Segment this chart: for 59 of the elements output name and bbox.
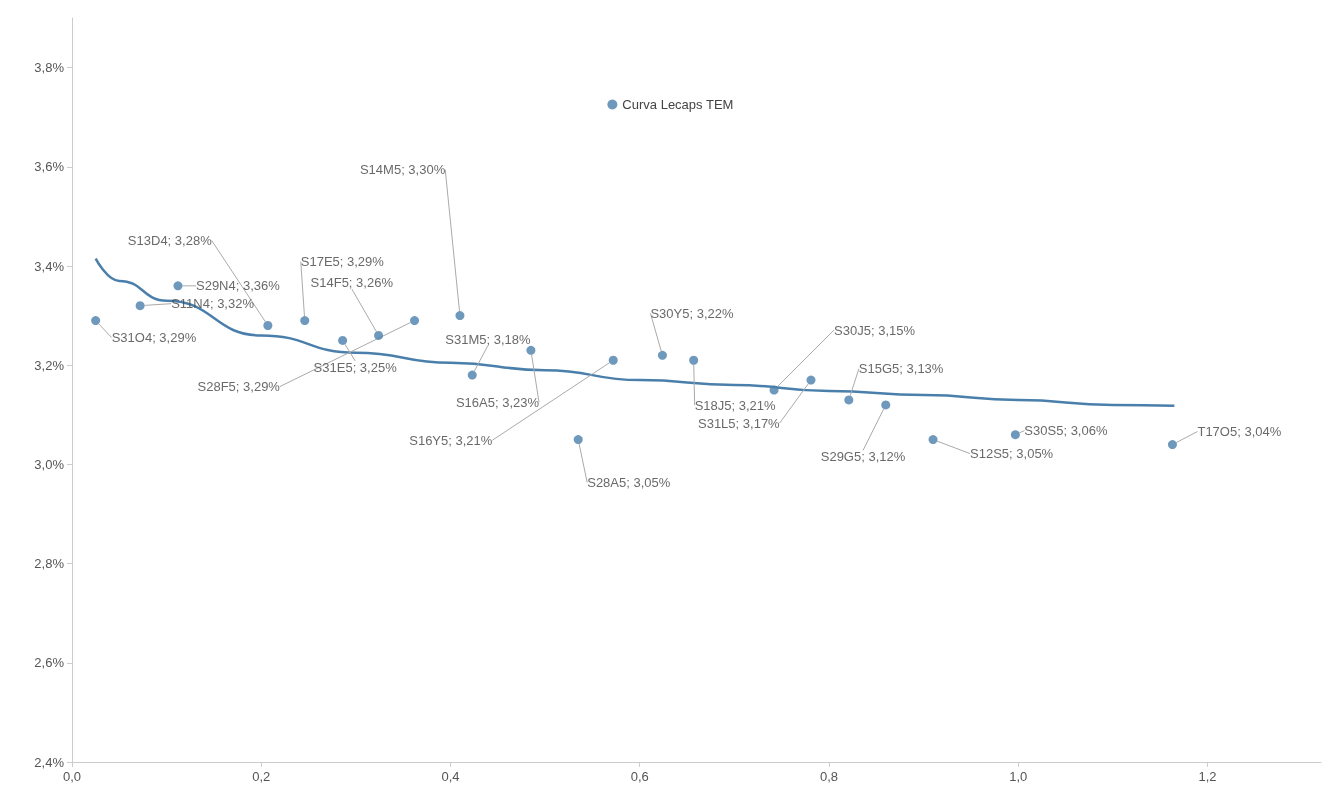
point — [689, 355, 699, 365]
point — [410, 316, 420, 326]
point — [135, 301, 145, 311]
point — [467, 370, 477, 380]
point — [928, 435, 938, 445]
point — [573, 435, 583, 445]
x-tick-label: 0,8 — [819, 769, 839, 784]
point — [374, 330, 384, 340]
data-label: S28F5; 3,29% — [197, 379, 281, 395]
data-label: S14M5; 3,30% — [359, 162, 446, 178]
x-tick-label: 1,2 — [1198, 769, 1217, 784]
y-tick-label: 2,6% — [34, 655, 65, 671]
x-tick-label: 0,6 — [630, 769, 649, 784]
point — [1167, 440, 1177, 450]
data-label: S14F5; 3,26% — [310, 274, 394, 290]
x-tick-label: 1,0 — [1009, 769, 1028, 784]
y-tick-label: 2,4% — [34, 754, 65, 770]
data-label: S31E5; 3,25% — [313, 359, 398, 375]
point — [806, 375, 816, 385]
data-label: S16A5; 3,23% — [455, 394, 540, 410]
data-label: T17O5; 3,04% — [1197, 424, 1282, 440]
y-tick-label: 2,8% — [34, 556, 65, 572]
legend-label: Curva Lecaps TEM — [622, 97, 734, 112]
data-label: S29N4; 3,36% — [195, 278, 281, 294]
data-label: S30J5; 3,15% — [834, 322, 916, 338]
data-label: S31O4; 3,29% — [111, 330, 197, 346]
point — [300, 316, 310, 326]
y-tick-label: 3,2% — [34, 357, 65, 373]
point — [338, 335, 348, 345]
point — [657, 350, 667, 360]
data-label: S28A5; 3,05% — [587, 475, 671, 491]
point — [455, 311, 465, 321]
y-tick-label: 3,0% — [34, 456, 65, 472]
data-label: S29G5; 3,12% — [820, 449, 906, 465]
data-label: S16Y5; 3,21% — [409, 432, 493, 448]
y-tick-label: 3,6% — [34, 159, 65, 175]
y-tick-label: 3,8% — [34, 60, 65, 76]
x-tick-label: 0,0 — [62, 769, 82, 784]
data-label: S31L5; 3,17% — [697, 415, 781, 431]
point — [881, 400, 891, 410]
data-label: S30S5; 3,06% — [1024, 423, 1108, 439]
data-label: S31M5; 3,18% — [445, 331, 531, 347]
point — [173, 281, 183, 291]
data-label: S18J5; 3,21% — [694, 397, 777, 413]
point — [844, 395, 854, 405]
data-label: S15G5; 3,13% — [858, 361, 944, 377]
point — [526, 345, 536, 355]
data-label: S12S5; 3,05% — [970, 446, 1054, 462]
y-tick-label: 3,4% — [34, 258, 65, 274]
x-tick-label: 0,4 — [441, 769, 460, 784]
point — [263, 321, 273, 331]
point — [608, 355, 618, 365]
x-tick-label: 0,2 — [252, 769, 271, 784]
point — [1010, 430, 1020, 440]
point — [769, 385, 779, 395]
point — [91, 316, 101, 326]
data-label: S13D4; 3,28% — [127, 233, 213, 249]
data-label: S17E5; 3,29% — [300, 254, 385, 270]
data-label: S30Y5; 3,22% — [650, 305, 734, 321]
